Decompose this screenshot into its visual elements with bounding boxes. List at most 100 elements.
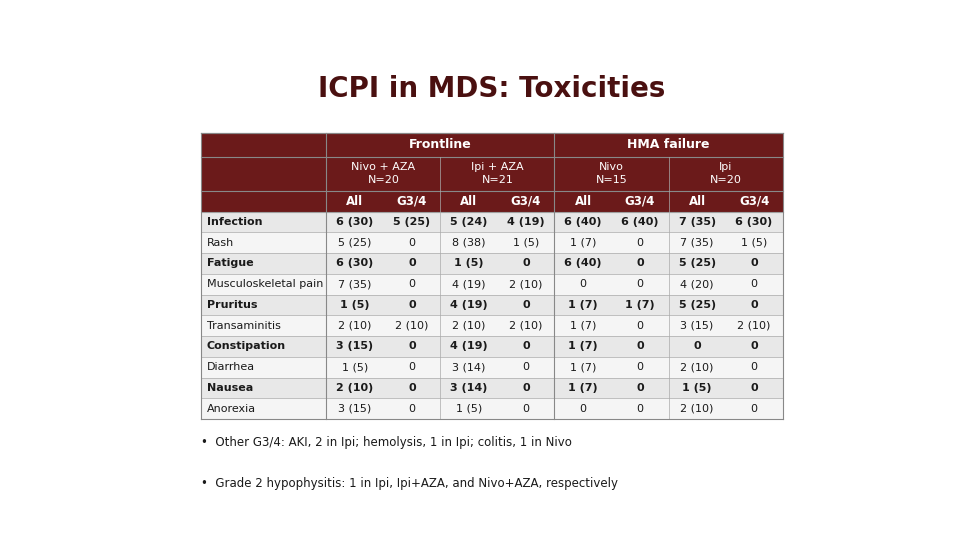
Text: 4 (20): 4 (20) — [681, 279, 714, 289]
Text: 0: 0 — [636, 403, 643, 414]
Text: 0: 0 — [636, 383, 644, 393]
Text: 2 (10): 2 (10) — [681, 403, 713, 414]
Text: 2 (10): 2 (10) — [509, 279, 542, 289]
Bar — [202, 212, 782, 232]
Text: 1 (7): 1 (7) — [568, 341, 598, 352]
Text: 2 (10): 2 (10) — [737, 321, 771, 330]
Text: Musculoskeletal pain: Musculoskeletal pain — [206, 279, 323, 289]
Text: 2 (10): 2 (10) — [509, 321, 542, 330]
Text: 4 (19): 4 (19) — [450, 341, 488, 352]
Text: 0: 0 — [408, 362, 416, 372]
Text: Transaminitis: Transaminitis — [206, 321, 280, 330]
Text: 1 (5): 1 (5) — [340, 300, 370, 310]
Text: 0: 0 — [522, 362, 530, 372]
Text: G3/4: G3/4 — [511, 194, 541, 208]
Text: 1 (7): 1 (7) — [568, 383, 598, 393]
Text: 0: 0 — [408, 403, 416, 414]
Text: 0: 0 — [693, 341, 701, 352]
Text: 6 (30): 6 (30) — [336, 217, 373, 227]
Text: G3/4: G3/4 — [396, 194, 427, 208]
Text: Constipation: Constipation — [206, 341, 286, 352]
Bar — [202, 377, 782, 399]
Text: 1 (5): 1 (5) — [456, 403, 482, 414]
Text: 0: 0 — [408, 383, 416, 393]
Text: Nivo
N=15: Nivo N=15 — [595, 162, 628, 185]
Text: ICPI in MDS: Toxicities: ICPI in MDS: Toxicities — [319, 76, 665, 104]
Text: 0: 0 — [522, 259, 530, 268]
Text: 2 (10): 2 (10) — [452, 321, 486, 330]
Text: Diarrhea: Diarrhea — [206, 362, 254, 372]
Text: 0: 0 — [522, 403, 530, 414]
Text: 5 (25): 5 (25) — [679, 300, 715, 310]
Text: 3 (14): 3 (14) — [452, 362, 486, 372]
Text: 0: 0 — [751, 341, 757, 352]
Text: 1 (5): 1 (5) — [741, 238, 767, 248]
Text: •  Other G3/4: AKI, 2 in Ipi; hemolysis, 1 in Ipi; colitis, 1 in Nivo: • Other G3/4: AKI, 2 in Ipi; hemolysis, … — [202, 436, 572, 449]
Text: 0: 0 — [522, 341, 530, 352]
Text: 6 (40): 6 (40) — [564, 259, 602, 268]
Text: 1 (7): 1 (7) — [568, 300, 598, 310]
Text: 2 (10): 2 (10) — [338, 321, 372, 330]
Text: 1 (5): 1 (5) — [454, 259, 484, 268]
Text: All: All — [461, 194, 477, 208]
Text: 0: 0 — [580, 279, 587, 289]
Text: 2 (10): 2 (10) — [336, 383, 373, 393]
Text: 1 (7): 1 (7) — [625, 300, 655, 310]
Text: 0: 0 — [408, 341, 416, 352]
Text: 1 (7): 1 (7) — [570, 238, 596, 248]
Bar — [202, 357, 782, 377]
Text: Nausea: Nausea — [206, 383, 252, 393]
Text: 0: 0 — [751, 300, 757, 310]
Text: 1 (5): 1 (5) — [683, 383, 711, 393]
Bar — [202, 253, 782, 274]
Text: 3 (15): 3 (15) — [338, 403, 372, 414]
Text: 0: 0 — [751, 403, 757, 414]
Text: 7 (35): 7 (35) — [681, 238, 713, 248]
Text: Frontline: Frontline — [409, 138, 471, 151]
Text: 8 (38): 8 (38) — [452, 238, 486, 248]
Text: 2 (10): 2 (10) — [681, 362, 713, 372]
Text: HMA failure: HMA failure — [627, 138, 709, 151]
Text: 7 (35): 7 (35) — [679, 217, 715, 227]
Text: 0: 0 — [408, 300, 416, 310]
Text: 0: 0 — [522, 383, 530, 393]
Bar — [202, 336, 782, 357]
Text: All: All — [574, 194, 591, 208]
Text: G3/4: G3/4 — [625, 194, 656, 208]
Text: 0: 0 — [408, 279, 416, 289]
Text: 0: 0 — [408, 259, 416, 268]
Text: 4 (19): 4 (19) — [507, 217, 544, 227]
Text: 6 (40): 6 (40) — [621, 217, 659, 227]
Text: 0: 0 — [636, 341, 644, 352]
Bar — [202, 132, 782, 157]
Text: Fatigue: Fatigue — [206, 259, 253, 268]
Bar — [202, 274, 782, 294]
Text: All: All — [347, 194, 364, 208]
Text: 4 (19): 4 (19) — [450, 300, 488, 310]
Bar — [202, 232, 782, 253]
Text: 0: 0 — [751, 259, 757, 268]
Text: 0: 0 — [636, 321, 643, 330]
Text: 5 (24): 5 (24) — [450, 217, 488, 227]
Text: Nivo + AZA
N=20: Nivo + AZA N=20 — [351, 162, 416, 185]
Text: 5 (25): 5 (25) — [338, 238, 372, 248]
Text: Infection: Infection — [206, 217, 262, 227]
Text: 6 (30): 6 (30) — [735, 217, 773, 227]
Bar — [202, 191, 782, 212]
Text: 3 (14): 3 (14) — [450, 383, 488, 393]
Text: 3 (15): 3 (15) — [336, 341, 373, 352]
Text: 6 (40): 6 (40) — [564, 217, 602, 227]
Bar — [202, 157, 782, 191]
Text: 0: 0 — [751, 362, 757, 372]
Text: Ipi + AZA
N=21: Ipi + AZA N=21 — [471, 162, 524, 185]
Text: 0: 0 — [408, 238, 416, 248]
Text: 6 (30): 6 (30) — [336, 259, 373, 268]
Text: Ipi
N=20: Ipi N=20 — [709, 162, 741, 185]
Text: 3 (15): 3 (15) — [681, 321, 713, 330]
Text: •  Grade 2 hypophysitis: 1 in Ipi, Ipi+AZA, and Nivo+AZA, respectively: • Grade 2 hypophysitis: 1 in Ipi, Ipi+AZ… — [202, 477, 618, 490]
Text: 0: 0 — [580, 403, 587, 414]
Bar — [202, 399, 782, 419]
Text: Pruritus: Pruritus — [206, 300, 257, 310]
Text: All: All — [688, 194, 706, 208]
Text: 7 (35): 7 (35) — [338, 279, 372, 289]
